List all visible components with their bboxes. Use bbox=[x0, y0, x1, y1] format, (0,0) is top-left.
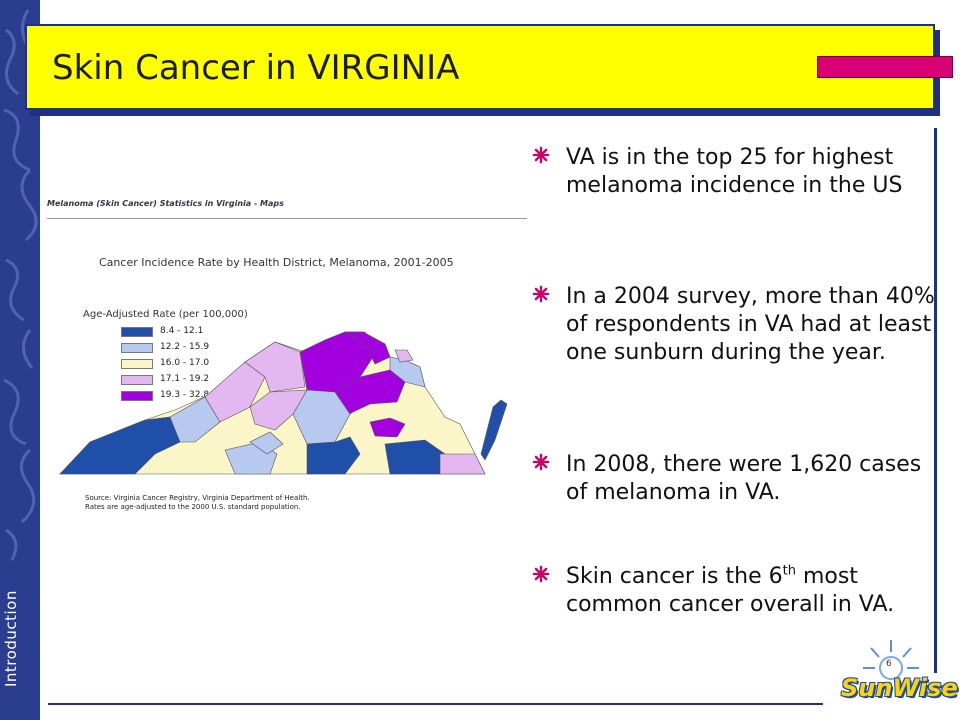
sidebar-pattern bbox=[3, 9, 38, 561]
legend-item: 12.2 - 15.9 bbox=[121, 342, 281, 354]
map-district bbox=[394, 349, 414, 363]
legend-swatch bbox=[121, 375, 153, 385]
legend-item: 16.0 - 17.0 bbox=[121, 358, 281, 370]
asterisk-icon bbox=[532, 285, 550, 303]
legend-title: Age-Adjusted Rate (per 100,000) bbox=[83, 309, 248, 320]
sunwise-logo: 6 SunWise bbox=[835, 632, 958, 712]
asterisk-icon bbox=[532, 565, 550, 583]
legend-swatch bbox=[121, 391, 153, 401]
map-district bbox=[249, 389, 308, 431]
bottom-divider bbox=[48, 703, 823, 705]
legend-item: 19.3 - 32.8 bbox=[121, 390, 281, 402]
page-number: 6 bbox=[886, 659, 892, 669]
bullet-text: VA is in the top 25 for highest melanoma… bbox=[566, 145, 903, 198]
virginia-map bbox=[59, 331, 508, 475]
legend-label: 17.1 - 19.2 bbox=[160, 374, 210, 384]
ordinal-suffix: th bbox=[782, 563, 796, 579]
figure-divider bbox=[47, 218, 527, 219]
map-district bbox=[244, 341, 306, 393]
legend-swatch bbox=[121, 359, 153, 369]
asterisk-icon bbox=[532, 146, 550, 164]
bullet-text-before: Skin cancer is the 6 bbox=[566, 564, 783, 589]
legend-label: 16.0 - 17.0 bbox=[160, 358, 210, 368]
logo-text: SunWise bbox=[841, 674, 958, 702]
legend-label: 8.4 - 12.1 bbox=[160, 326, 204, 336]
legend-item: 8.4 - 12.1 bbox=[121, 326, 281, 338]
bullet-text: In 2008, there were 1,620 cases of melan… bbox=[566, 452, 922, 505]
map-district bbox=[369, 417, 406, 438]
legend-swatch bbox=[121, 343, 153, 353]
sun-icon bbox=[863, 640, 919, 680]
bullet-text-after: most common cancer overall in VA. bbox=[566, 564, 895, 617]
accent-block bbox=[817, 56, 953, 78]
bullet-text: In a 2004 survey, more than 40% of respo… bbox=[566, 284, 935, 365]
source-line: Source: Virginia Cancer Registry, Virgin… bbox=[85, 494, 310, 502]
legend-label: 12.2 - 15.9 bbox=[160, 342, 210, 352]
slide-title: Skin Cancer in VIRGINIA bbox=[52, 48, 460, 88]
legend-item: 17.1 - 19.2 bbox=[121, 374, 281, 386]
legend-swatch bbox=[121, 327, 153, 337]
right-divider bbox=[934, 128, 937, 673]
sidebar: Introduction bbox=[0, 0, 40, 720]
map-district bbox=[439, 453, 486, 475]
map-district bbox=[480, 399, 508, 461]
source-line: Rates are age-adjusted to the 2000 U.S. … bbox=[85, 503, 301, 511]
melanoma-map-figure: Melanoma (Skin Cancer) Statistics in Vir… bbox=[45, 192, 530, 522]
map-district bbox=[249, 431, 284, 455]
figure-title: Cancer Incidence Rate by Health District… bbox=[99, 256, 454, 269]
asterisk-icon bbox=[532, 453, 550, 471]
bullet-text: Skin cancer is the 6th most common cance… bbox=[566, 563, 936, 619]
sidebar-label: Introduction bbox=[2, 590, 20, 687]
map-district bbox=[169, 396, 221, 443]
legend-label: 19.3 - 32.8 bbox=[160, 390, 210, 400]
figure-source: Source: Virginia Cancer Registry, Virgin… bbox=[85, 494, 310, 512]
title-bar: Skin Cancer in VIRGINIA bbox=[25, 24, 935, 110]
figure-heading: Melanoma (Skin Cancer) Statistics in Vir… bbox=[47, 199, 284, 208]
map-district bbox=[306, 436, 361, 475]
